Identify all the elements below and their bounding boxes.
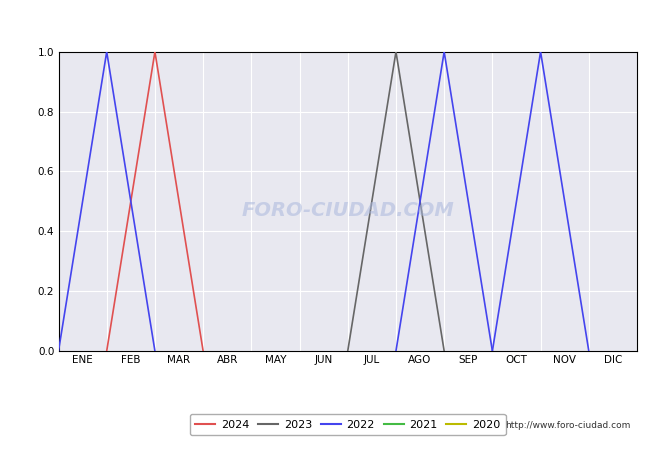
Text: Matriculaciones de Vehiculos en Roturas: Matriculaciones de Vehiculos en Roturas bbox=[157, 14, 493, 33]
Text: http://www.foro-ciudad.com: http://www.foro-ciudad.com bbox=[505, 421, 630, 430]
Legend: 2024, 2023, 2022, 2021, 2020: 2024, 2023, 2022, 2021, 2020 bbox=[190, 414, 506, 435]
Text: FORO-CIUDAD.COM: FORO-CIUDAD.COM bbox=[241, 201, 454, 220]
